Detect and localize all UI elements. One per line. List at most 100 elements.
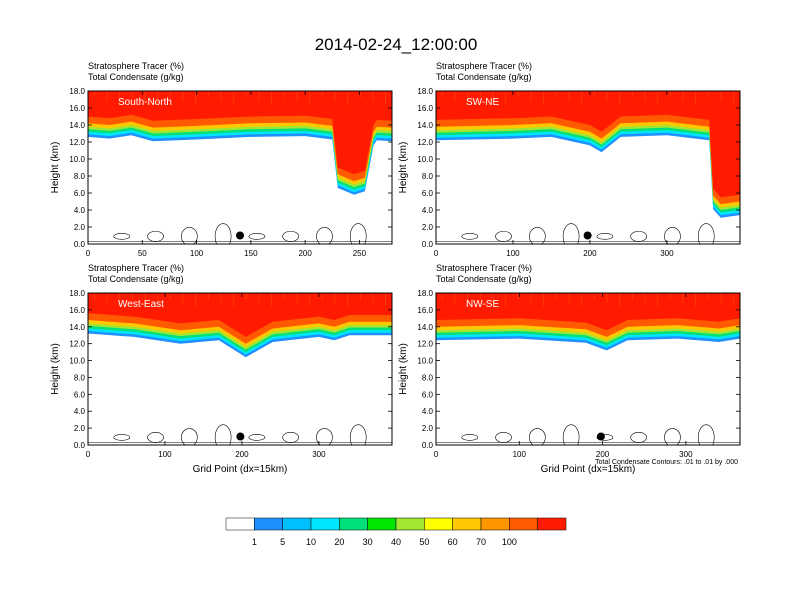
x-tick-label: 50 — [138, 249, 147, 258]
condensate-contour — [214, 223, 232, 244]
y-tick-label: 4.0 — [422, 407, 434, 416]
condensate-contour — [596, 233, 614, 240]
colorbar-label: 30 — [363, 537, 373, 547]
condensate-contour — [697, 424, 715, 445]
colorbar-swatch — [282, 517, 312, 531]
condensate-contour — [248, 233, 266, 240]
colorbar-swatch — [395, 517, 425, 531]
panel-title-line: Stratosphere Tracer (%) — [88, 263, 184, 273]
y-tick-label: 14.0 — [417, 323, 433, 332]
x-tick-label: 0 — [434, 249, 439, 258]
condensate-contour — [664, 227, 681, 244]
location-marker — [236, 432, 245, 441]
x-tick-label: 100 — [190, 249, 204, 258]
colorbar-label: 1 — [252, 537, 257, 547]
condensate-contour — [316, 428, 333, 445]
plot-frame — [435, 90, 741, 245]
panel-south-north: South-North Stratosphere Tracer (%)Total … — [50, 61, 393, 258]
location-marker — [596, 432, 605, 441]
y-tick-label: 6.0 — [74, 390, 86, 399]
tracer-band — [436, 91, 740, 205]
condensate-contour — [664, 428, 681, 445]
condensate-contour — [349, 223, 367, 244]
condensate-contour — [562, 223, 580, 244]
contour-note: Total Condensate Contours: .01 to .01 by… — [595, 459, 738, 466]
plot-frame — [87, 292, 393, 446]
panel-title-line: Stratosphere Tracer (%) — [436, 263, 532, 273]
x-axis-label: Grid Point (dx=15km) — [193, 464, 288, 475]
condensate-contour — [316, 227, 333, 244]
tracer-band — [88, 91, 392, 175]
condensate-contour — [214, 424, 232, 445]
panel-label: South-North — [118, 97, 172, 108]
y-tick-label: 0.0 — [422, 240, 434, 249]
panel-title-line: Total Condensate (g/kg) — [88, 72, 184, 82]
panel-west-east: West-East Stratosphere Tracer (%)Total Co… — [50, 263, 393, 475]
figure-title: 2014-02-24_12:00:00 — [315, 35, 478, 54]
y-tick-label: 14.0 — [417, 121, 433, 130]
y-axis-label: Height (km) — [398, 142, 409, 194]
condensate-contour — [562, 424, 580, 445]
colorbar-label: 5 — [280, 537, 285, 547]
y-tick-label: 6.0 — [422, 390, 434, 399]
plot-area — [436, 293, 740, 445]
y-tick-label: 14.0 — [69, 121, 85, 130]
y-axis-label: Height (km) — [398, 343, 409, 395]
condensate-contour — [596, 434, 614, 441]
y-tick-label: 10.0 — [69, 155, 85, 164]
y-tick-label: 10.0 — [417, 357, 433, 366]
y-tick-label: 16.0 — [69, 104, 85, 113]
y-tick-label: 12.0 — [417, 340, 433, 349]
tracer-band — [436, 293, 740, 331]
colorbar-swatch — [367, 517, 397, 531]
x-tick-label: 300 — [679, 450, 693, 459]
condensate-contour — [113, 434, 131, 441]
y-tick-label: 4.0 — [74, 407, 86, 416]
y-tick-label: 18.0 — [417, 87, 433, 96]
x-tick-label: 100 — [513, 450, 527, 459]
condensate-contour — [461, 434, 479, 441]
colorbar-label: 10 — [306, 537, 316, 547]
condensate-contour — [461, 233, 479, 240]
colorbar-label: 70 — [476, 537, 486, 547]
y-tick-label: 8.0 — [74, 172, 86, 181]
x-tick-label: 100 — [158, 450, 172, 459]
x-tick-label: 0 — [434, 450, 439, 459]
y-tick-label: 14.0 — [69, 323, 85, 332]
panel-label: SW-NE — [466, 97, 499, 108]
y-tick-label: 0.0 — [74, 441, 86, 450]
x-tick-label: 200 — [298, 249, 312, 258]
y-tick-label: 18.0 — [69, 87, 85, 96]
panel-sw-ne: SW-NE Stratosphere Tracer (%)Total Conden… — [398, 61, 741, 258]
y-tick-label: 8.0 — [74, 373, 86, 382]
colorbar: 1 5 10 20 30 40 50 60 70 100 — [225, 517, 567, 547]
y-tick-label: 6.0 — [74, 189, 86, 198]
y-tick-label: 2.0 — [422, 424, 434, 433]
x-tick-label: 150 — [244, 249, 258, 258]
y-tick-label: 4.0 — [74, 206, 86, 215]
panel-title-line: Total Condensate (g/kg) — [88, 274, 184, 284]
colorbar-swatch — [254, 517, 283, 531]
colorbar-label: 20 — [334, 537, 344, 547]
x-tick-label: 200 — [235, 450, 249, 459]
x-tick-label: 250 — [353, 249, 367, 258]
y-tick-label: 8.0 — [422, 172, 434, 181]
y-tick-label: 12.0 — [417, 138, 433, 147]
x-tick-label: 0 — [86, 450, 91, 459]
x-tick-label: 0 — [86, 249, 91, 258]
y-tick-label: 10.0 — [69, 357, 85, 366]
colorbar-label: 100 — [502, 537, 517, 547]
x-tick-label: 300 — [660, 249, 674, 258]
condensate-contour — [181, 227, 198, 244]
condensate-contour — [181, 428, 198, 445]
y-tick-label: 8.0 — [422, 373, 434, 382]
colorbar-swatch — [310, 517, 340, 531]
y-tick-label: 0.0 — [422, 441, 434, 450]
x-axis-label: Grid Point (dx=15km) — [541, 464, 636, 475]
location-marker — [583, 231, 592, 240]
colorbar-swatch — [339, 517, 368, 531]
y-tick-label: 0.0 — [74, 240, 86, 249]
x-tick-label: 100 — [506, 249, 520, 258]
